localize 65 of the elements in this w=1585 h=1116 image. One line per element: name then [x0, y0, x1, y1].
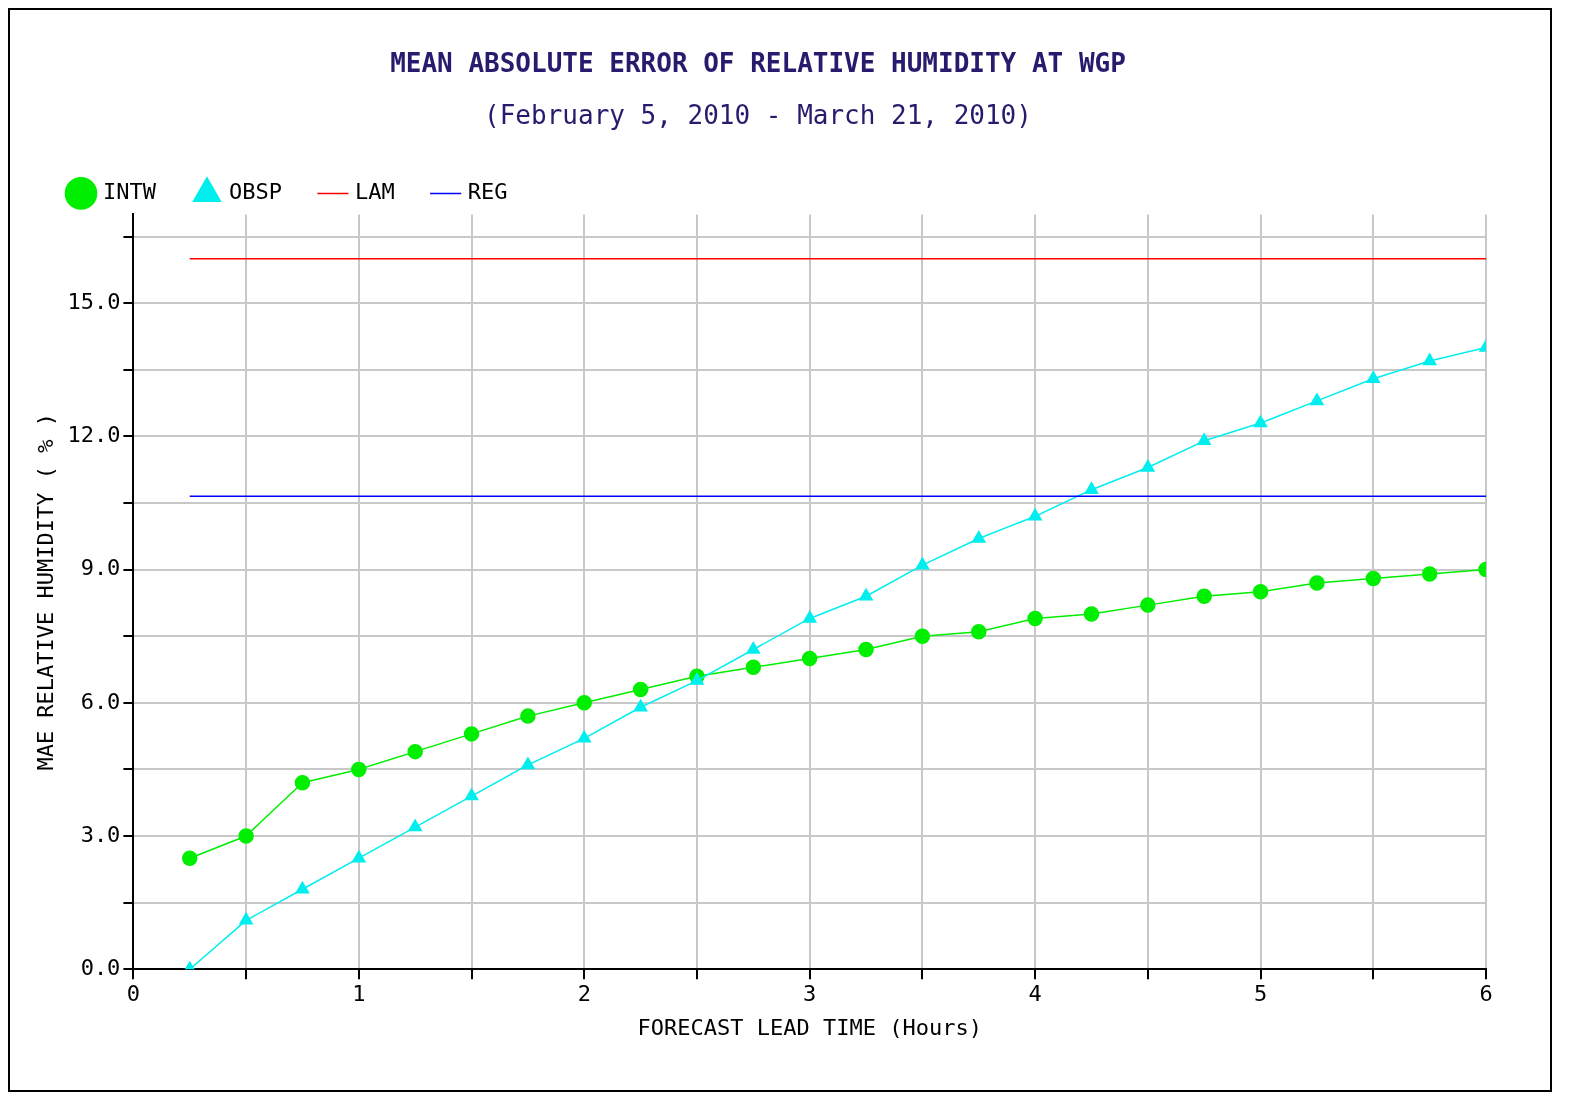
point	[1141, 459, 1155, 472]
point	[463, 726, 480, 742]
point	[521, 757, 535, 770]
x-tick-label: 3	[803, 981, 817, 1007]
chart-title: MEAN ABSOLUTE ERROR OF RELATIVE HUMIDITY AT WGP	[390, 48, 1126, 79]
point	[1083, 606, 1100, 622]
point	[745, 659, 762, 676]
chart-subtitle: (February 5, 2010 - March 21, 2010)	[484, 99, 1032, 130]
point	[1197, 433, 1212, 446]
point	[352, 850, 366, 863]
point	[576, 695, 592, 711]
y-tick-label: 15.0	[67, 288, 121, 314]
point	[1196, 588, 1212, 604]
point	[577, 730, 592, 743]
legend-label: REG	[467, 179, 508, 205]
point	[1252, 584, 1269, 600]
y-axis-title: MAE RELATIVE HUMIDITY ( % )	[32, 412, 58, 771]
x-tick-label: 1	[352, 981, 366, 1007]
point	[408, 819, 422, 832]
point	[1028, 508, 1042, 521]
point	[1253, 415, 1268, 428]
point	[295, 881, 310, 894]
point	[464, 788, 479, 801]
point	[801, 650, 818, 667]
point	[351, 761, 367, 778]
y-tick-label: 0.0	[80, 954, 121, 980]
point	[746, 641, 761, 654]
point	[802, 610, 817, 623]
point	[915, 557, 930, 570]
point	[1422, 353, 1437, 366]
point	[1310, 393, 1324, 406]
point	[859, 588, 873, 601]
point	[1140, 597, 1156, 613]
point	[971, 624, 987, 640]
point	[1027, 610, 1043, 627]
y-tick-label: 6.0	[80, 688, 121, 714]
point	[1421, 566, 1438, 582]
x-tick-label: 0	[126, 981, 141, 1007]
legend-label: INTW	[103, 179, 157, 205]
point	[520, 708, 536, 724]
point	[239, 912, 253, 925]
point	[633, 699, 648, 712]
x-tick-label: 2	[577, 981, 591, 1007]
point	[1084, 481, 1099, 494]
x-tick-label: 6	[1479, 981, 1493, 1007]
point	[294, 774, 311, 791]
point	[407, 743, 423, 760]
point	[181, 850, 198, 866]
point	[1366, 370, 1381, 383]
x-axis-title: FORECAST LEAD TIME (Hours)	[637, 1014, 982, 1040]
point	[1309, 575, 1325, 591]
point	[690, 672, 704, 685]
y-tick-label: 9.0	[80, 555, 121, 581]
point	[238, 828, 254, 844]
y-tick-label: 12.0	[67, 422, 121, 448]
point	[632, 681, 649, 698]
legend-label: OBSP	[228, 179, 282, 205]
point	[971, 530, 986, 543]
legend-label: LAM	[354, 179, 395, 205]
y-tick-label: 3.0	[80, 821, 121, 847]
point	[858, 641, 874, 658]
point	[1365, 570, 1382, 587]
x-tick-label: 5	[1253, 981, 1268, 1007]
point	[914, 628, 931, 644]
x-tick-label: 4	[1028, 981, 1042, 1007]
